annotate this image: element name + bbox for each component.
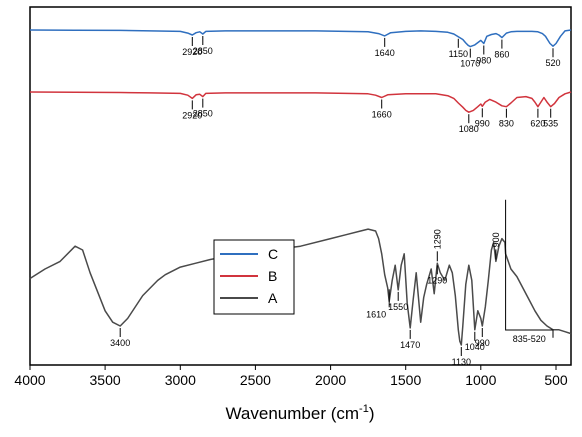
- range-bracket: [505, 199, 554, 338]
- series-b-line: [29, 91, 572, 113]
- peak-annotation: 1080: [459, 114, 479, 134]
- peak-annotation: 1640: [375, 37, 395, 58]
- peak-label: 1130: [452, 357, 471, 367]
- peak-annotation: 620: [530, 108, 545, 129]
- peak-label: 830: [499, 119, 514, 129]
- peak-annotation: 1290: [432, 229, 442, 262]
- peak-label: 990: [475, 118, 490, 128]
- peak-annotation: 1470: [400, 329, 420, 350]
- peak-label: 520: [545, 58, 560, 68]
- peak-label: 620: [530, 119, 545, 129]
- peak-annotation: 1070: [460, 48, 480, 69]
- range-annotation: 835-520: [505, 199, 554, 344]
- peak-annotation: 1150: [449, 38, 468, 59]
- peak-annotation: 860: [494, 39, 509, 60]
- peak-annotation: 1290: [427, 265, 447, 285]
- peak-label: 900: [491, 232, 501, 247]
- peak-annotation: 980: [476, 45, 491, 66]
- peak-label: 1660: [372, 110, 392, 120]
- peak-annotation: 535: [543, 108, 558, 129]
- peak-label: 2850: [193, 109, 213, 119]
- range-label: 835-520: [513, 334, 546, 344]
- peak-label: 1070: [460, 59, 480, 69]
- peak-annotation: 990: [475, 108, 490, 128]
- peak-label: 980: [476, 56, 491, 66]
- peak-annotation: 1610: [366, 289, 390, 319]
- x-tick-label: 500: [544, 372, 568, 388]
- peak-label: 2850: [193, 46, 213, 56]
- legend-label-b: B: [268, 268, 277, 284]
- peak-annotation: 520: [545, 48, 561, 68]
- legend: CBA: [213, 239, 295, 315]
- peak-annotation: 1660: [372, 99, 392, 120]
- peak-label: 1290: [427, 275, 447, 285]
- legend-label-a: A: [268, 290, 278, 306]
- x-axis-ticks: 4000 3500 3000 2500 2000 1500 1000 500: [14, 365, 568, 388]
- series-a-line: [29, 228, 572, 346]
- peak-annotation: 1040: [465, 331, 485, 352]
- x-tick-label: 3000: [165, 372, 196, 388]
- peak-label: 1150: [449, 49, 468, 59]
- peak-label: 2920: [182, 47, 202, 57]
- peak-label: 1080: [459, 124, 479, 134]
- legend-label-c: C: [268, 246, 278, 262]
- peak-annotation: 1550: [388, 291, 408, 312]
- series-c-line: [29, 29, 572, 48]
- peak-annotation: 2850: [193, 98, 213, 119]
- peak-label: 1470: [400, 340, 420, 350]
- peak-annotation: 2920: [182, 37, 202, 57]
- x-tick-label: 3500: [90, 372, 121, 388]
- peak-annotation: 900: [491, 232, 501, 260]
- x-axis-title: Wavenumber (cm-1): [226, 403, 375, 423]
- peak-label: 990: [475, 338, 490, 348]
- peak-annotation: 2920: [182, 100, 202, 120]
- peak-label: 1290: [432, 229, 442, 249]
- peak-annotation: 2850: [193, 36, 213, 56]
- peak-label: 1040: [465, 342, 485, 352]
- peak-annotation: 830: [499, 108, 514, 129]
- peak-label: 3400: [110, 338, 130, 348]
- peak-label: 2920: [182, 110, 202, 120]
- x-tick-label: 1500: [390, 372, 421, 388]
- peak-label: 1550: [388, 302, 408, 312]
- peak-label: 1610: [366, 309, 386, 319]
- peak-annotation: 990: [475, 328, 490, 348]
- plot-frame: [29, 6, 572, 366]
- peak-label: 860: [494, 50, 509, 60]
- x-tick-label: 2000: [315, 372, 346, 388]
- x-tick-label: 4000: [14, 372, 45, 388]
- peak-label: 535: [543, 119, 558, 129]
- x-tick-label: 2500: [240, 372, 271, 388]
- peak-annotation: 1130: [452, 347, 471, 367]
- series-layer: [29, 29, 572, 346]
- peak-annotation: 3400: [110, 328, 130, 348]
- peak-label: 1640: [375, 48, 395, 58]
- x-tick-label: 1000: [465, 372, 496, 388]
